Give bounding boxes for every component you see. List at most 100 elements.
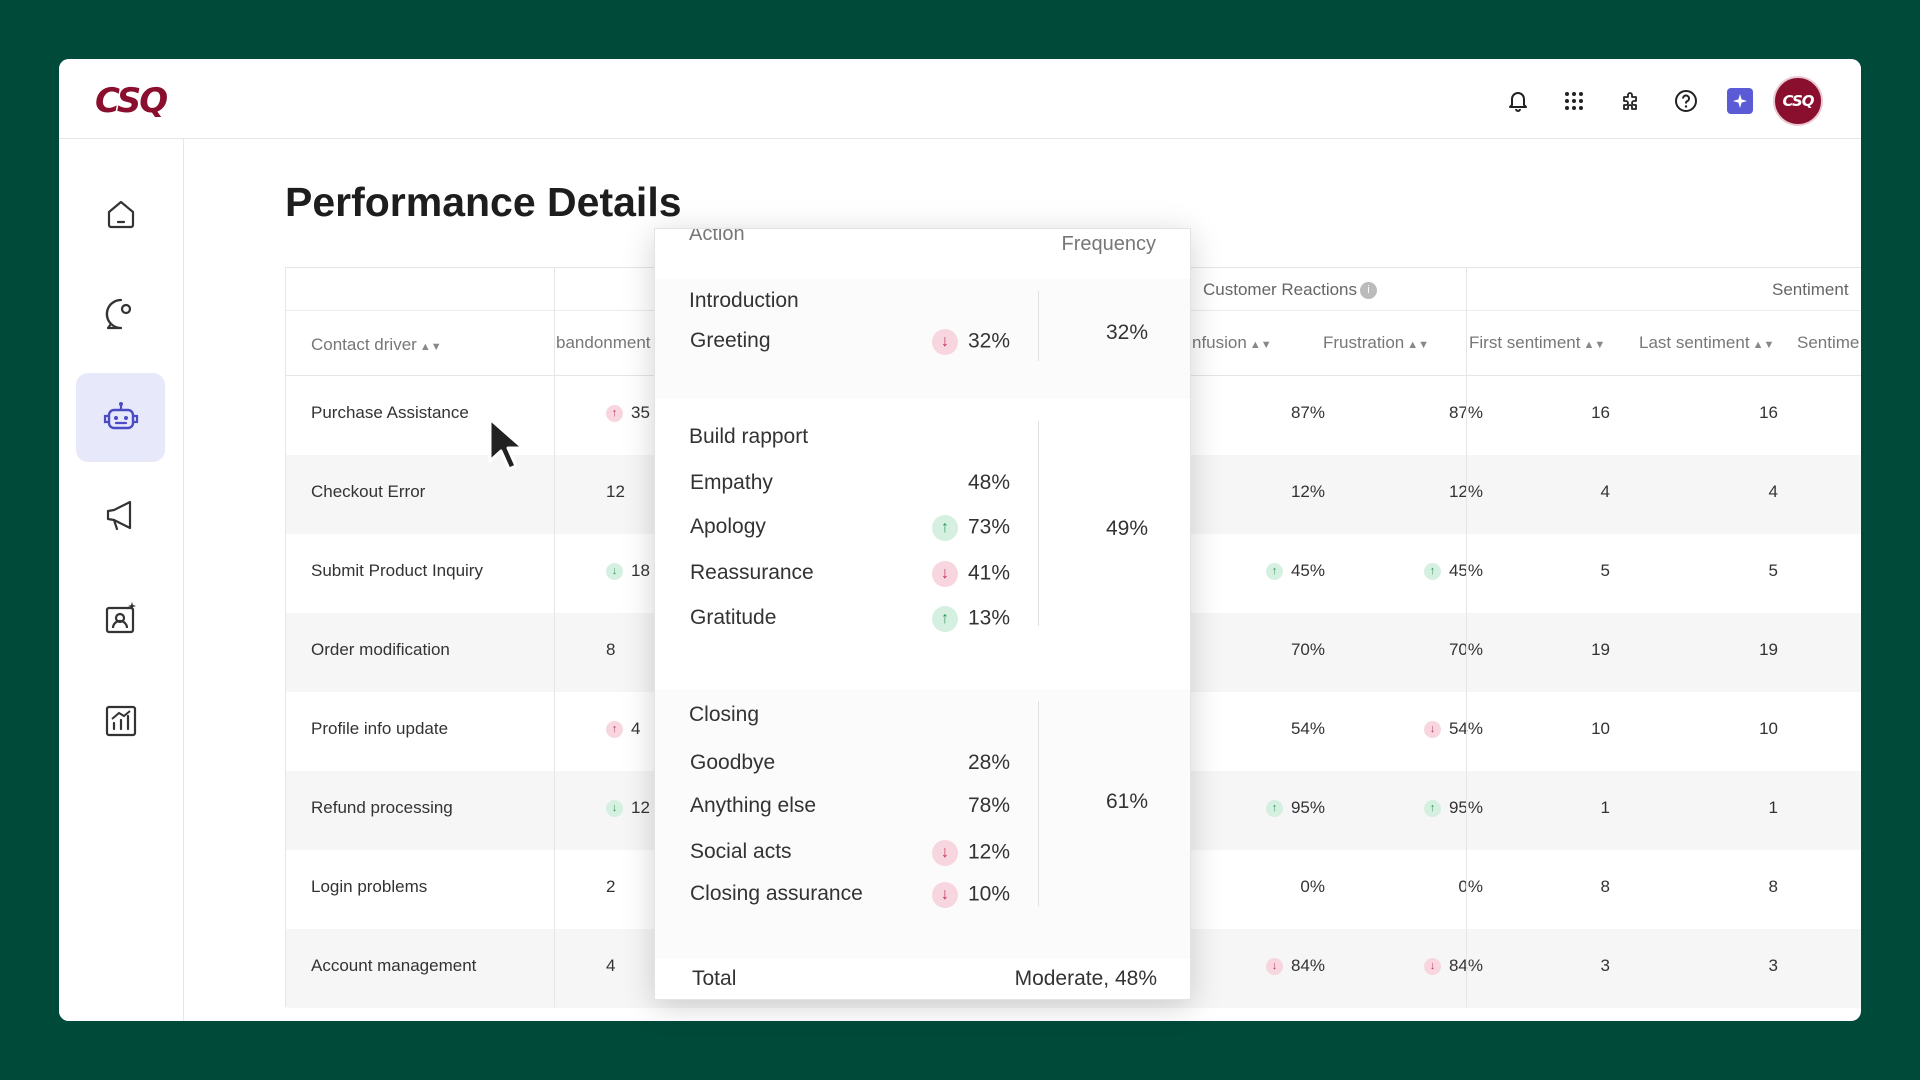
last-sentiment-cell: 5 (1768, 561, 1778, 580)
sort-icon[interactable]: ▲▼ (1407, 339, 1430, 351)
table-row[interactable]: Purchase Assistance ↑ 35 87% 87% 16 16 (286, 376, 1861, 455)
popup-action-label: Social acts (690, 840, 792, 863)
contact-driver-cell: Account management (311, 956, 477, 975)
frustration-cell: ↓ 84% (1423, 956, 1483, 976)
col-sentiment[interactable]: Sentime (1797, 333, 1860, 352)
info-icon[interactable]: i (1360, 282, 1378, 300)
arrow-up-icon: ↑ (1423, 800, 1441, 818)
frustration-cell: ↓ 54% (1423, 719, 1483, 739)
popup-total-value: Moderate, 48% (1014, 967, 1157, 990)
abandonment-cell: ↑ 4 (606, 719, 640, 739)
first-sentiment-cell: 10 (1591, 719, 1610, 738)
popup-total-label: Total (692, 967, 737, 990)
last-sentiment-cell: 19 (1759, 640, 1778, 659)
last-sentiment-cell: 1 (1768, 798, 1778, 817)
contact-card-icon[interactable] (76, 573, 165, 662)
chat-icon[interactable] (76, 269, 165, 358)
contact-driver-cell: Checkout Error (311, 482, 426, 501)
abandonment-cell: 12 (606, 482, 625, 501)
sort-icon[interactable]: ▲▼ (419, 341, 442, 353)
frustration-cell: ↑ 95% (1423, 798, 1483, 818)
bot-icon[interactable] (76, 373, 165, 462)
arrow-up-icon: ↑ (1265, 800, 1283, 818)
frustration-cell: ↑ 45% (1423, 561, 1483, 581)
last-sentiment-cell: 8 (1768, 877, 1778, 896)
popup-section-frequency: 49% (1105, 517, 1148, 540)
arrow-down-icon: ↓ (606, 563, 623, 581)
abandonment-cell: 4 (606, 956, 616, 975)
popup-header-action: Action (689, 228, 745, 245)
col-abandonment[interactable]: bandonment (556, 333, 651, 352)
arrow-up-icon: ↑ (606, 405, 623, 423)
home-icon[interactable] (76, 169, 165, 258)
abandonment-cell: ↓ 12 (606, 798, 650, 818)
csq-logo[interactable]: CSQ (95, 81, 168, 121)
popup-action-label: Apology (690, 515, 766, 538)
apps-grid-icon[interactable] (1559, 86, 1589, 116)
popup-action-value: ↓ 32% (931, 329, 1010, 355)
popup-action-value: ↑ 13% (931, 606, 1010, 632)
analytics-icon[interactable] (76, 676, 165, 765)
frustration-cell: 70% (1448, 640, 1483, 659)
confusion-cell: 0% (1300, 877, 1325, 896)
popup-action-value: 48% (967, 471, 1010, 494)
popup-action-label: Closing assurance (690, 882, 863, 905)
popup-action-label: Anything else (690, 794, 817, 817)
arrow-down-icon: ↓ (931, 882, 958, 908)
col-frustration[interactable]: Frustration ▲▼ (1323, 333, 1430, 352)
frustration-cell: 0% (1458, 877, 1483, 896)
last-sentiment-cell: 10 (1759, 719, 1778, 738)
popup-section-frequency: 61% (1105, 790, 1148, 813)
arrow-down-icon: ↓ (606, 800, 623, 818)
confusion-cell: ↑ 45% (1265, 561, 1325, 581)
confusion-cell: 12% (1290, 482, 1325, 501)
bell-icon[interactable] (1503, 86, 1533, 116)
first-sentiment-cell: 8 (1600, 877, 1610, 896)
popup-action-value: ↓ 10% (931, 882, 1010, 908)
contact-driver-cell: Login problems (311, 877, 428, 896)
action-frequency-popup: Action Frequency Introduction Greeting ↓ 32… (654, 228, 1191, 1000)
avatar[interactable]: CSQ (1773, 76, 1823, 126)
puzzle-icon[interactable] (1615, 86, 1645, 116)
table-row[interactable]: Submit Product Inquiry ↓ 18 ↑ 45% ↑ 45% 5 5 (286, 534, 1861, 613)
popup-action-value: ↓ 41% (931, 561, 1010, 587)
first-sentiment-cell: 19 (1591, 640, 1610, 659)
table-row[interactable]: Profile info update ↑ 4 54% ↓ 54% 10 10 (286, 692, 1861, 771)
popup-action-label: Goodbye (690, 751, 776, 774)
col-confusion[interactable]: nfusion ▲▼ (1192, 333, 1272, 352)
popup-section-title: Closing (689, 703, 760, 726)
arrow-up-icon: ↑ (606, 721, 623, 739)
last-sentiment-cell: 16 (1759, 403, 1778, 422)
first-sentiment-cell: 5 (1600, 561, 1610, 580)
mouse-cursor-icon (488, 417, 525, 471)
popup-section: Build rapport Empathy 48% Apology ↑ 73% Reassu… (655, 409, 1190, 689)
table-row[interactable]: Login problems 2 0% 0% 8 8 (286, 850, 1861, 929)
popup-action-value: ↑ 73% (931, 515, 1010, 541)
popup-section: Closing Goodbye 28% Anything else 78% Social … (655, 689, 1190, 959)
contact-driver-cell: Refund processing (311, 798, 453, 817)
col-contact-driver[interactable]: Contact driver ▲▼ (311, 335, 442, 354)
help-icon[interactable] (1671, 86, 1701, 116)
abandonment-cell: 8 (606, 640, 616, 659)
sort-icon[interactable]: ▲▼ (1583, 339, 1606, 351)
sparkle-icon[interactable] (1727, 88, 1753, 114)
first-sentiment-cell: 4 (1600, 482, 1610, 501)
last-sentiment-cell: 4 (1768, 482, 1778, 501)
contact-driver-cell: Purchase Assistance (311, 403, 469, 422)
sort-icon[interactable]: ▲▼ (1249, 339, 1272, 351)
abandonment-cell: ↑ 35 (606, 403, 650, 423)
sort-icon[interactable]: ▲▼ (1752, 339, 1775, 351)
frustration-cell: 87% (1448, 403, 1483, 422)
col-first-sentiment[interactable]: First sentiment ▲▼ (1469, 333, 1606, 352)
top-icons: CSQ (1477, 76, 1823, 126)
col-last-sentiment[interactable]: Last sentiment ▲▼ (1639, 333, 1775, 352)
contact-driver-cell: Submit Product Inquiry (311, 561, 483, 580)
sidebar (59, 139, 184, 1021)
arrow-up-icon: ↑ (1265, 563, 1283, 581)
megaphone-icon[interactable] (76, 470, 165, 559)
arrow-up-icon: ↑ (931, 606, 958, 632)
arrow-down-icon: ↓ (931, 561, 958, 587)
popup-action-label: Reassurance (690, 561, 814, 584)
popup-action-label: Empathy (690, 471, 773, 494)
arrow-down-icon: ↓ (1423, 958, 1441, 976)
